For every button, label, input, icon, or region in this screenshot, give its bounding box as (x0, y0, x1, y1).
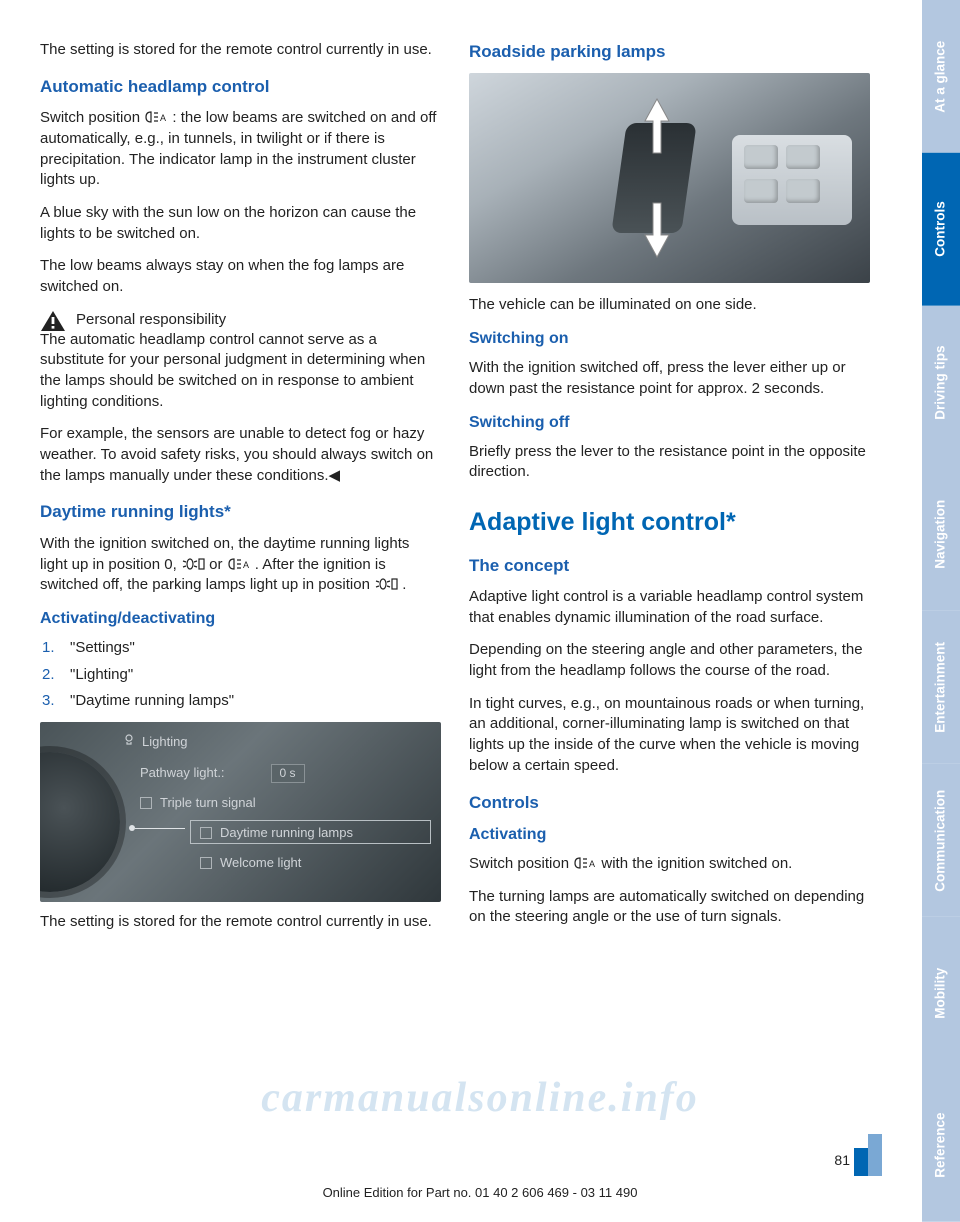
side-tab[interactable]: Communication (922, 764, 960, 917)
heading-controls: Controls (469, 791, 870, 814)
paragraph: Depending on the steering angle and othe… (469, 640, 870, 681)
list-number: 1. (42, 638, 60, 659)
page-number-block: 81 (834, 1134, 882, 1176)
side-tab[interactable]: At a glance (922, 0, 960, 153)
idrive-screenshot: Lighting Pathway light.: 0 s Triple turn… (40, 722, 441, 902)
page-content: The setting is stored for the remote con… (40, 40, 870, 1180)
parking-light-icon (181, 557, 205, 571)
auto-light-icon: A (144, 110, 168, 124)
row-label: Daytime running lamps (220, 824, 353, 842)
text: Switch position (469, 855, 573, 872)
list-text: "Daytime running lamps" (70, 691, 234, 712)
warning-body: The automatic headlamp control cannot se… (40, 330, 441, 413)
svg-text:A: A (243, 560, 249, 570)
list-number: 2. (42, 665, 60, 686)
lighting-icon (122, 732, 136, 751)
auto-light-icon: A (227, 557, 251, 571)
text: or (209, 556, 227, 573)
heading-switching-on: Switching on (469, 328, 870, 350)
heading-daytime-running: Daytime running lights* (40, 500, 441, 523)
side-tab[interactable]: Entertainment (922, 611, 960, 764)
list-text: "Lighting" (70, 665, 133, 686)
paragraph: Briefly press the lever to the resistanc… (469, 442, 870, 483)
screenshot-row: Pathway light.: 0 s (140, 764, 305, 783)
page-bar (854, 1148, 868, 1176)
side-tab[interactable]: Reference (922, 1069, 960, 1222)
paragraph: Switch position A : the low beams are sw… (40, 108, 441, 191)
paragraph: For example, the sensors are unable to d… (40, 424, 441, 486)
screenshot-row: Welcome light (200, 854, 301, 872)
heading-activating-deactivating: Activating/deactivating (40, 608, 441, 630)
lever-photo (469, 73, 870, 283)
text: Switch position (40, 109, 144, 126)
paragraph: Switch position A with the ignition swit… (469, 854, 870, 875)
row-label: Triple turn signal (160, 794, 256, 812)
paragraph: In tight curves, e.g., on mountainous ro… (469, 694, 870, 777)
right-column: Roadside parking lamps The vehicle can b… (469, 40, 870, 1180)
screenshot-row: Daytime running lamps (200, 824, 353, 842)
panel-button (744, 179, 778, 203)
ordered-list: 1. "Settings" 2. "Lighting" 3. "Daytime run… (42, 638, 441, 712)
paragraph: The vehicle can be illuminated on one si… (469, 295, 870, 316)
side-tab[interactable]: Mobility (922, 917, 960, 1070)
heading-the-concept: The concept (469, 554, 870, 577)
text: . (402, 576, 406, 593)
text: with the ignition switched on. (601, 855, 792, 872)
row-value: 0 s (271, 764, 305, 783)
side-tabs: At a glanceControlsDriving tipsNavigatio… (922, 0, 960, 1222)
checkbox-icon (200, 857, 212, 869)
list-item: 1. "Settings" (42, 638, 441, 659)
page-number: 81 (834, 1151, 850, 1170)
screenshot-title: Lighting (122, 732, 188, 751)
paragraph: The setting is stored for the remote con… (40, 40, 441, 61)
heading-activating: Activating (469, 824, 870, 846)
screenshot-row: Triple turn signal (140, 794, 256, 812)
heading-roadside-parking: Roadside parking lamps (469, 40, 870, 63)
list-item: 3. "Daytime running lamps" (42, 691, 441, 712)
svg-text:A: A (589, 859, 595, 869)
side-tab[interactable]: Controls (922, 153, 960, 306)
heading-switching-off: Switching off (469, 412, 870, 434)
svg-text:A: A (160, 113, 166, 123)
paragraph: A blue sky with the sun low on the horiz… (40, 203, 441, 244)
pointer-line (135, 828, 185, 829)
checkbox-icon (140, 797, 152, 809)
paragraph: The turning lamps are automatically swit… (469, 887, 870, 928)
up-down-arrow-icon (639, 93, 675, 270)
warning-icon (40, 310, 66, 332)
paragraph: The low beams always stay on when the fo… (40, 256, 441, 297)
footer-text: Online Edition for Part no. 01 40 2 606 … (0, 1184, 960, 1202)
checkbox-icon (200, 827, 212, 839)
parking-light-icon (374, 577, 398, 591)
side-tab[interactable]: Navigation (922, 458, 960, 611)
left-column: The setting is stored for the remote con… (40, 40, 441, 1180)
button-panel (732, 135, 852, 225)
heading-adaptive-light: Adaptive light control* (469, 505, 870, 540)
list-number: 3. (42, 691, 60, 712)
screenshot-title-text: Lighting (142, 733, 188, 751)
row-label: Welcome light (220, 854, 301, 872)
warning-block: Personal responsibility (40, 310, 441, 332)
auto-light-icon: A (573, 856, 597, 870)
paragraph: Adaptive light control is a variable hea… (469, 587, 870, 628)
panel-button (744, 145, 778, 169)
page-bar (868, 1134, 882, 1176)
panel-button (786, 145, 820, 169)
list-text: "Settings" (70, 638, 135, 659)
heading-automatic-headlamp: Automatic headlamp control (40, 75, 441, 98)
idrive-knob (40, 752, 120, 892)
paragraph: With the ignition switched on, the dayti… (40, 534, 441, 596)
row-label: Pathway light.: (140, 764, 225, 782)
list-item: 2. "Lighting" (42, 665, 441, 686)
panel-button (786, 179, 820, 203)
paragraph: The setting is stored for the remote con… (40, 912, 441, 933)
paragraph: With the ignition switched off, press th… (469, 358, 870, 399)
side-tab[interactable]: Driving tips (922, 306, 960, 459)
warning-title: Personal responsibility (76, 310, 226, 331)
